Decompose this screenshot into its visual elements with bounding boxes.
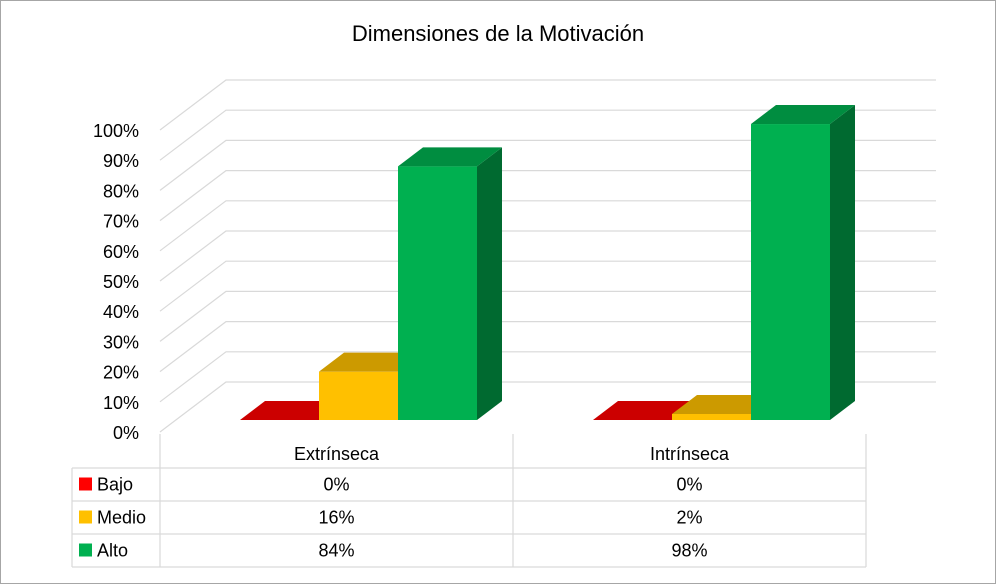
bar-alto-0	[398, 147, 502, 420]
category-label: Extrínseca	[294, 444, 380, 464]
legend-label: Alto	[97, 541, 128, 561]
y-tick-label: 30%	[103, 332, 139, 352]
gridline	[159, 109, 936, 161]
bar-alto-1	[751, 105, 855, 420]
gridline	[159, 321, 936, 373]
gridline	[159, 230, 936, 282]
data-label: 0%	[676, 475, 702, 495]
bar-top	[672, 394, 776, 414]
gridline	[159, 351, 936, 403]
gridline	[159, 139, 936, 191]
data-label: 98%	[671, 541, 707, 561]
gridline	[159, 260, 936, 312]
bar-top	[751, 105, 855, 125]
bar-front	[398, 166, 477, 420]
data-label: 84%	[318, 541, 354, 561]
gridline	[159, 170, 936, 222]
bars	[240, 105, 855, 420]
legend-label: Bajo	[97, 475, 133, 495]
bar-side	[477, 147, 502, 420]
gridline	[159, 290, 936, 342]
bar-top	[319, 352, 423, 372]
y-tick-label: 10%	[103, 393, 139, 413]
gridline	[159, 79, 936, 131]
gridline	[159, 381, 936, 433]
bar-bajo-1	[593, 401, 697, 420]
y-tick-label: 70%	[103, 212, 139, 232]
data-label: 16%	[318, 508, 354, 528]
data-label: 0%	[323, 475, 349, 495]
legend-key	[79, 477, 92, 491]
gridline	[159, 200, 936, 252]
y-tick-label: 60%	[103, 242, 139, 262]
category-label: Intrínseca	[650, 444, 730, 464]
y-tick-label: 90%	[103, 151, 139, 171]
legend-label: Medio	[97, 508, 146, 528]
bar-top	[593, 401, 697, 420]
bar-front	[751, 124, 830, 420]
bar-side	[830, 105, 855, 420]
bar-top	[398, 147, 502, 167]
y-tick-label: 0%	[113, 423, 139, 443]
y-tick-label: 80%	[103, 181, 139, 201]
bar-front	[319, 371, 398, 420]
y-tick-label: 100%	[93, 121, 139, 141]
data-label: 2%	[676, 508, 702, 528]
chart-walls	[159, 79, 936, 433]
y-axis-tick-labels: 0% 10% 20% 30% 40% 50% 60% 70% 80% 90% 100%	[93, 121, 139, 443]
bar-bajo-0	[240, 401, 344, 420]
data-table: Extrínseca Intrínseca Bajo 0% 0% Medio 16% 2% Al…	[71, 434, 867, 568]
bar-front	[672, 413, 751, 420]
y-tick-label: 40%	[103, 302, 139, 322]
legend-key	[79, 543, 92, 557]
legend-key	[79, 510, 92, 524]
chart-title: Dimensiones de la Motivación	[352, 21, 644, 46]
y-tick-label: 20%	[103, 363, 139, 383]
y-tick-label: 50%	[103, 272, 139, 292]
bar-top	[240, 401, 344, 420]
